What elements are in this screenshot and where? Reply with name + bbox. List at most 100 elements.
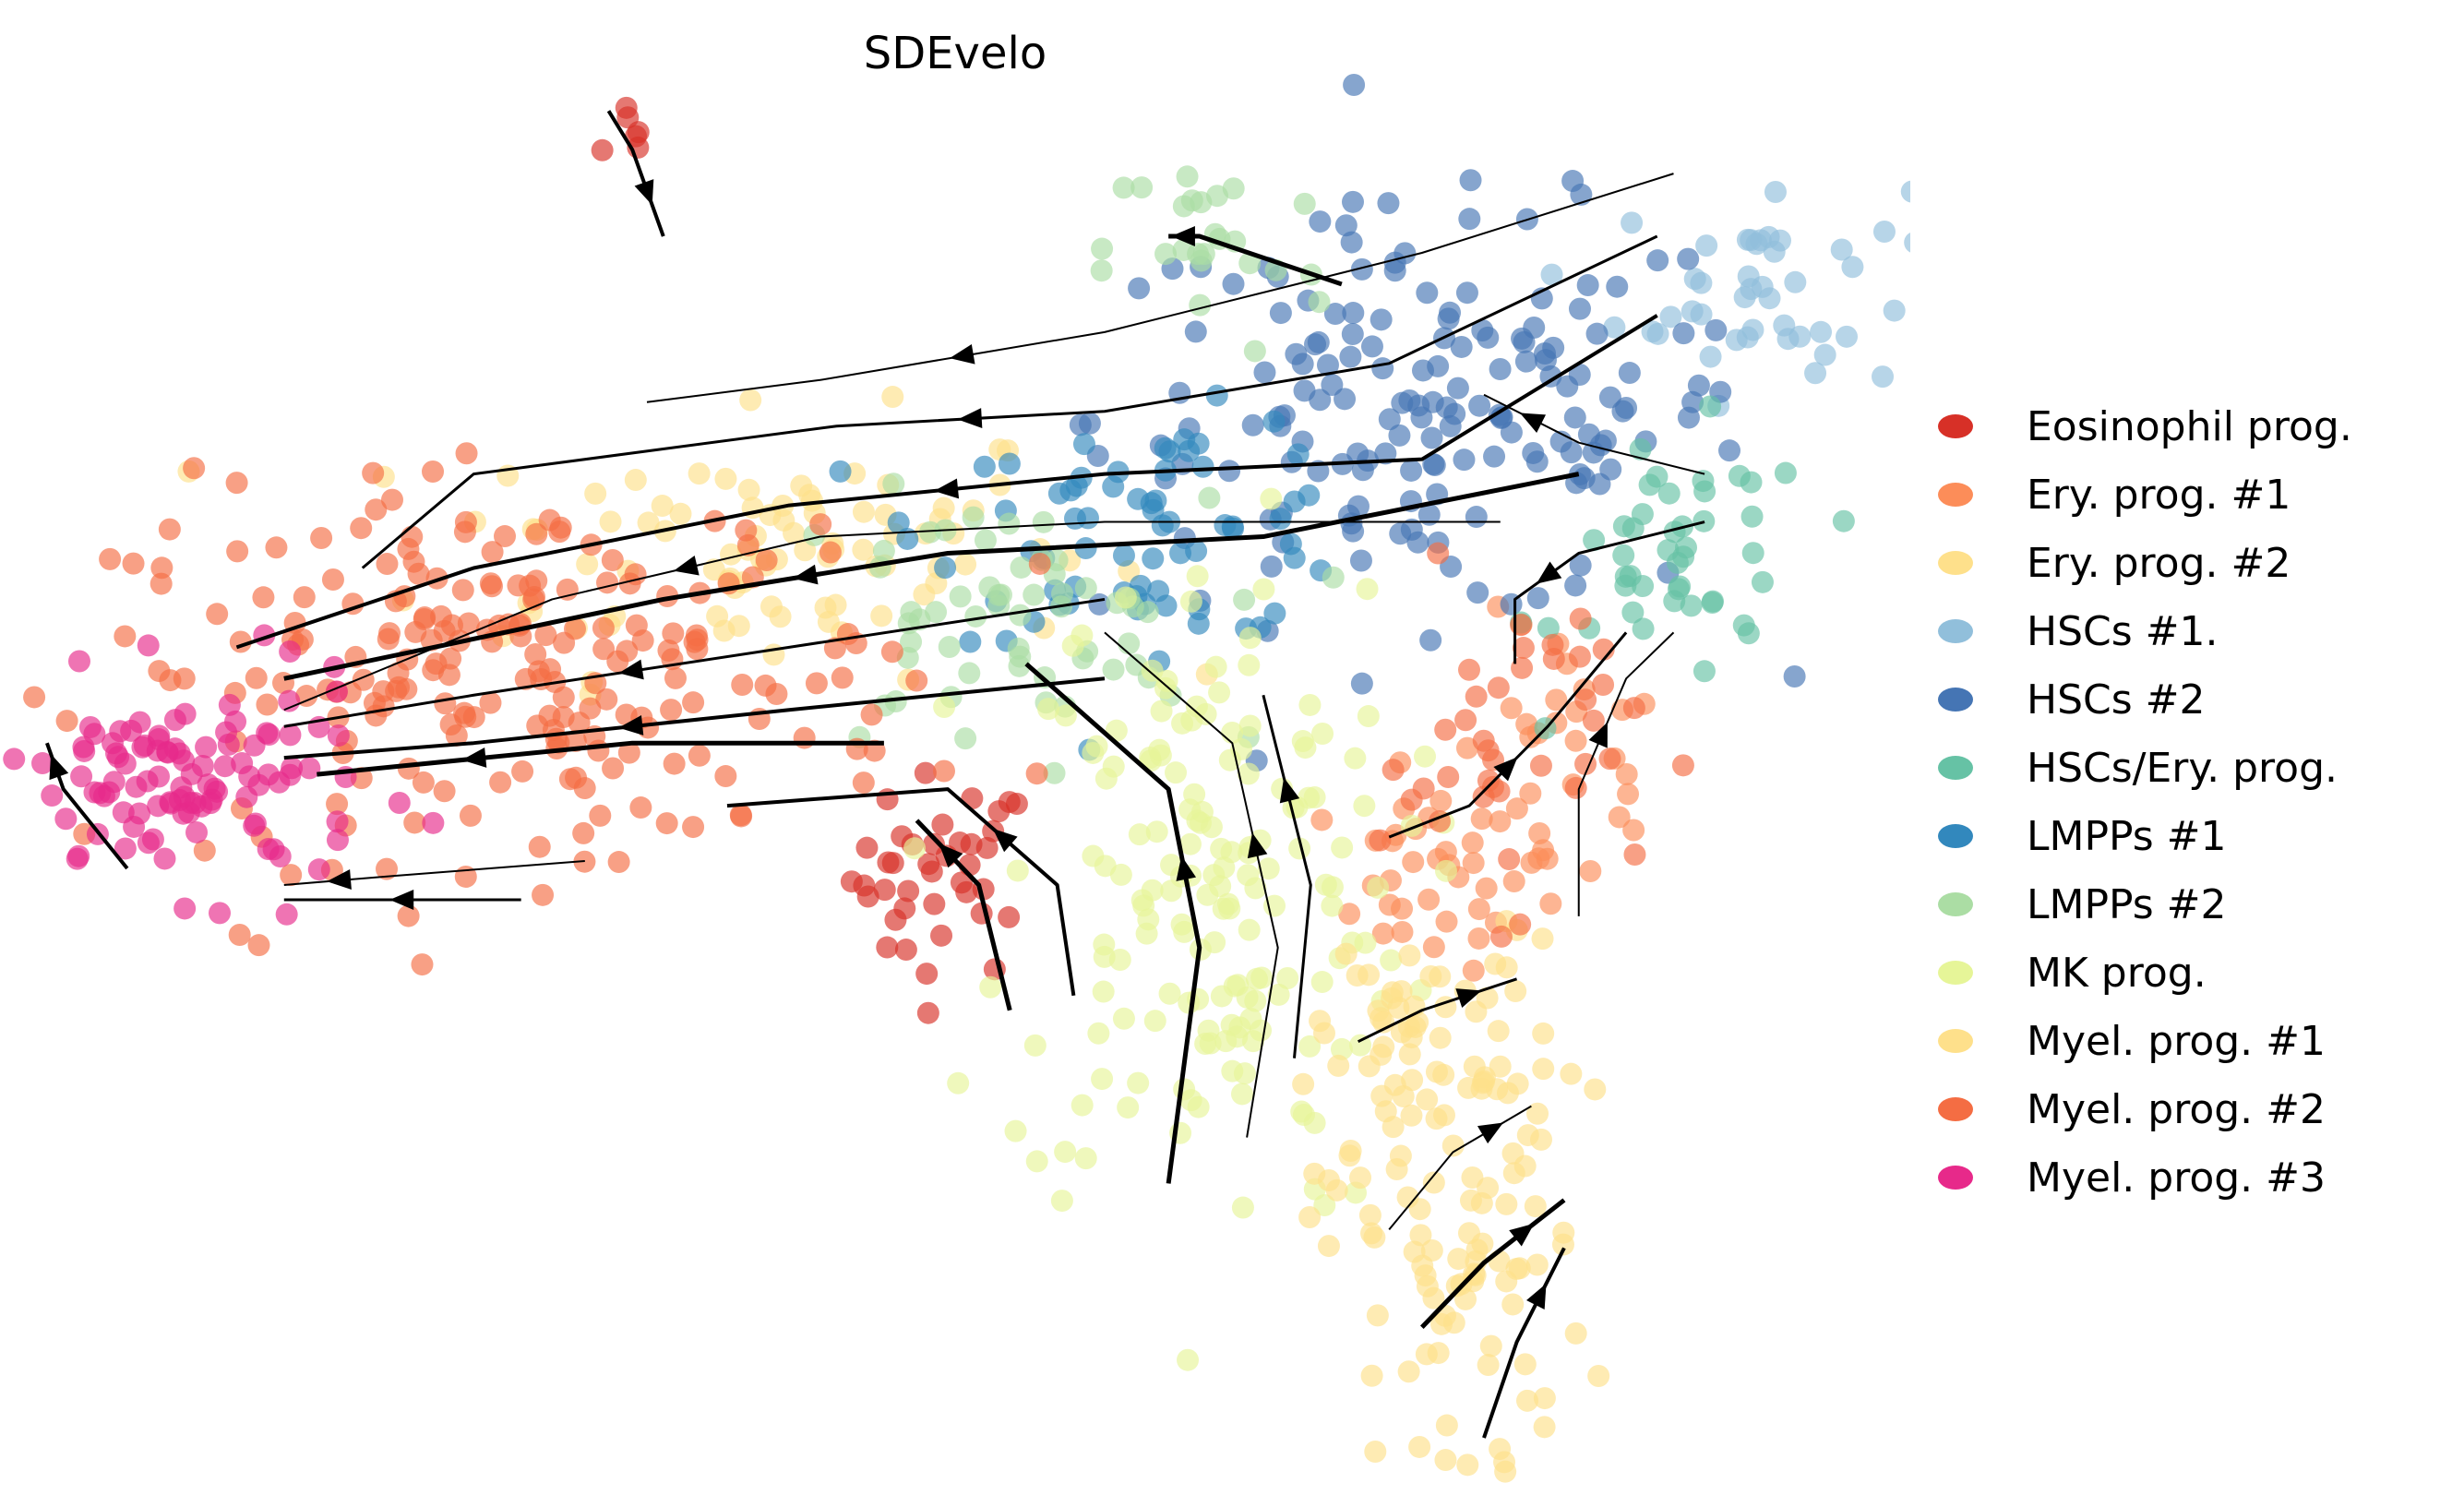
- cell-point-mk-prog: [1148, 738, 1171, 761]
- cell-point-hscs-ery-prog: [1728, 464, 1751, 487]
- legend-marker-icon: [1938, 619, 1973, 643]
- cell-point-hscs-2: [1483, 445, 1506, 468]
- cell-point-ery-prog-1: [1391, 920, 1414, 943]
- cell-point-mk-prog: [1237, 762, 1260, 785]
- cell-point-hscs-2: [1388, 424, 1411, 447]
- cell-point-myel-prog-3: [41, 784, 64, 807]
- cell-point-mk-prog: [1310, 971, 1334, 994]
- cell-point-mk-prog: [1178, 832, 1202, 855]
- cell-point-myel-prog-3: [235, 785, 258, 808]
- cell-point-hscs-1: [1804, 362, 1827, 385]
- cell-point-eosinophil-prog: [876, 936, 899, 959]
- cell-point-ery-prog-2: [599, 510, 622, 533]
- cell-point-mk-prog: [1092, 980, 1115, 1003]
- cell-point-hscs-ery-prog: [1537, 616, 1560, 640]
- cell-point-mk-prog: [1356, 578, 1379, 601]
- cell-point-ery-prog-1: [1536, 847, 1559, 870]
- cell-point-myel-prog-2: [459, 804, 482, 827]
- cell-point-hscs-2: [1489, 358, 1512, 381]
- streamline: [1357, 977, 1518, 1044]
- cell-point-myel-prog-3: [147, 795, 170, 818]
- cell-point-hscs-2: [1687, 374, 1710, 397]
- cell-point-myel-prog-3: [279, 724, 302, 747]
- cell-point-eosinophil-prog: [873, 879, 896, 902]
- cell-point-hscs-2: [1323, 303, 1346, 326]
- cell-point-myel-prog-3: [173, 897, 197, 920]
- cell-point-myel-prog-2: [607, 851, 630, 874]
- cell-point-lmpps-2: [1322, 566, 1345, 589]
- cell-point-myel-prog-2: [247, 934, 270, 957]
- cell-point-myel-prog-2: [150, 572, 173, 595]
- cell-point-mk-prog: [1288, 837, 1311, 860]
- cell-point-mk-prog: [1112, 1007, 1135, 1030]
- cell-point-hscs-2: [1576, 274, 1599, 297]
- cell-point-mk-prog: [1298, 693, 1322, 716]
- cell-point-myel-prog-2: [624, 563, 647, 586]
- cell-point-myel-prog-1: [1524, 1195, 1547, 1218]
- cell-point-ery-prog-2: [737, 478, 760, 501]
- cell-point-hscs-2: [1606, 275, 1629, 298]
- cell-point-lmpps-2: [974, 529, 997, 552]
- cell-point-mk-prog: [1160, 879, 1183, 903]
- cell-point-mk-prog: [1154, 676, 1177, 700]
- cell-point-mk-prog: [1267, 983, 1290, 1006]
- cell-point-myel-prog-3: [31, 752, 54, 775]
- cell-point-myel-prog-1: [1494, 1460, 1517, 1483]
- streamline-arrow: [1588, 722, 1608, 748]
- cell-point-myel-prog-1: [1533, 1416, 1556, 1439]
- cell-point-hscs-1: [1904, 232, 1910, 253]
- cell-point-myel-prog-2: [439, 713, 462, 736]
- cell-point-myel-prog-1: [1364, 1441, 1387, 1464]
- cell-point-mk-prog: [1130, 889, 1154, 912]
- cell-point-lmpps-1: [1221, 515, 1244, 538]
- cell-point-myel-prog-2: [489, 771, 512, 794]
- cell-point-myel-prog-2: [1472, 785, 1495, 808]
- cell-point-ery-prog-2: [870, 604, 893, 628]
- legend-label: Myel. prog. #1: [2027, 1017, 2326, 1065]
- legend-label: HSCs/Ery. prog.: [2027, 744, 2338, 792]
- cell-point-mk-prog: [1241, 1030, 1264, 1053]
- cell-point-lmpps-2: [1090, 259, 1113, 282]
- cell-point-lmpps-1: [1269, 508, 1292, 531]
- streamline-arrow: [1247, 832, 1268, 859]
- cell-point-mk-prog: [1108, 949, 1131, 972]
- cell-point-mk-prog: [1260, 487, 1283, 510]
- cell-point-myel-prog-1: [1382, 1116, 1405, 1139]
- cell-point-mk-prog: [1102, 755, 1125, 778]
- cell-point-lmpps-1: [934, 556, 957, 580]
- cell-point-myel-prog-2: [880, 640, 903, 664]
- streamline-arrow: [49, 753, 69, 781]
- cell-point-myel-prog-2: [1400, 788, 1423, 811]
- cell-point-lmpps-2: [900, 630, 923, 653]
- cell-point-myel-prog-2: [225, 472, 248, 495]
- cell-point-lmpps-1: [1263, 602, 1286, 625]
- cell-point-mk-prog: [1330, 1037, 1353, 1060]
- cell-point-myel-prog-1: [1416, 1088, 1439, 1111]
- cell-point-mk-prog: [1037, 698, 1060, 721]
- cell-point-hscs-2: [1455, 281, 1478, 305]
- cell-point-lmpps-2: [954, 727, 977, 750]
- cell-point-hscs-2: [1563, 406, 1586, 429]
- cell-point-mk-prog: [1238, 918, 1261, 941]
- cell-point-hscs-1: [1621, 211, 1644, 234]
- cell-point-myel-prog-2: [437, 664, 461, 687]
- cell-point-lmpps-2: [1007, 637, 1030, 660]
- cell-point-ery-prog-2: [954, 553, 977, 576]
- cell-point-myel-prog-3: [137, 831, 160, 855]
- cell-point-ery-prog-1: [1391, 897, 1414, 920]
- cell-point-hscs-2: [1560, 441, 1583, 464]
- cell-point-lmpps-1: [1283, 546, 1306, 569]
- cell-point-mk-prog: [1109, 863, 1132, 886]
- cell-point-myel-prog-3: [238, 765, 261, 788]
- cell-point-myel-prog-2: [362, 461, 385, 484]
- cell-point-myel-prog-2: [256, 693, 279, 716]
- cell-point-mk-prog: [1357, 705, 1380, 728]
- cell-point-hscs-ery-prog: [1692, 470, 1715, 493]
- cell-point-ery-prog-2: [720, 543, 743, 566]
- legend-marker-icon: [1938, 756, 1973, 780]
- streamline-arrow: [327, 869, 352, 890]
- cell-point-eosinophil-prog: [922, 832, 945, 855]
- cell-point-eosinophil-prog: [930, 924, 953, 947]
- cell-point-hscs-2: [1321, 374, 1344, 397]
- cell-point-myel-prog-2: [534, 624, 557, 647]
